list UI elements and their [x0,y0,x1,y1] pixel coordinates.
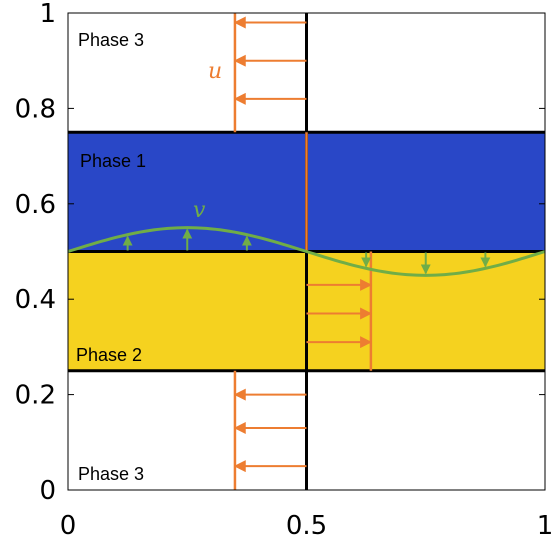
v-interface-curve [67,226,546,277]
phase3-top-label: Phase 3 [78,30,144,50]
y-tick-label: 0.8 [15,94,56,124]
y-tick-label: 0.4 [15,285,56,315]
phase1-label: Phase 1 [80,151,146,171]
y-tick-label: 0.2 [15,381,56,411]
y-tick-label: 0 [39,476,56,506]
v-arrows [122,228,491,275]
v-symbol: v [193,198,206,223]
axis-ticks: 0 0.5 1 0 0.2 0.4 0.6 0.8 1 [15,0,553,540]
x-tick-label: 1 [537,511,553,540]
x-tick-label: 0.5 [286,511,327,540]
y-tick-label: 1 [39,0,56,29]
u-symbol: u [208,59,222,84]
u-velocity-profiles [233,13,373,490]
y-tick-label: 0.6 [15,190,56,220]
phase3-bottom-label: Phase 3 [78,464,144,484]
u-bottom-profile [233,370,307,490]
u-middle-profile [306,251,373,371]
phase2-label: Phase 2 [76,345,142,365]
u-top-profile [233,13,307,133]
x-tick-label: 0 [60,511,77,540]
